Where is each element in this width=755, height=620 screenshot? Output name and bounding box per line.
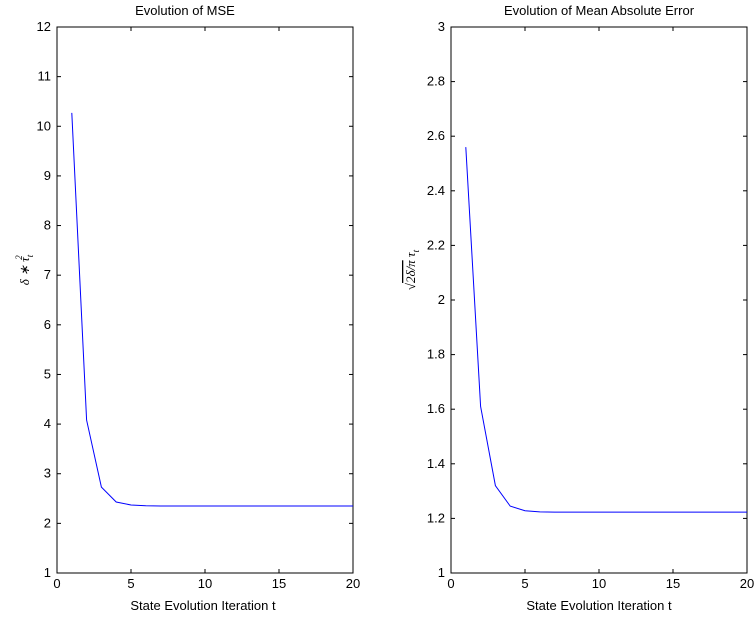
mae-y-tick-label: 1.2	[427, 510, 445, 525]
mae-plot-frame	[450, 26, 748, 574]
mae-y-tick-label: 1.8	[427, 347, 445, 362]
mse-y-tick-label: 12	[37, 19, 51, 34]
mse-chart: Evolution of MSE State Evolution Iterati…	[14, 3, 360, 613]
mae-x-axis-label: State Evolution Iteration t	[526, 598, 672, 613]
mae-x-tick-label: 10	[592, 576, 606, 591]
mae-y-tick-label: 2	[438, 292, 445, 307]
mae-y-tick-label: 3	[438, 19, 445, 34]
mse-y-tick-label: 8	[44, 218, 51, 233]
mse-y-axis-label: δ ∗ τt2	[14, 254, 35, 285]
mse-y-tick-label: 11	[38, 69, 52, 84]
mse-y-tick-label: 10	[37, 118, 51, 133]
mae-x-tick-label: 20	[740, 576, 754, 591]
mse-x-tick-label: 5	[127, 576, 134, 591]
mae-series-line	[465, 147, 747, 513]
mse-plot-frame	[56, 26, 354, 574]
svg-text:δ ∗ τt2: δ ∗ τt2	[14, 254, 35, 285]
mse-series-line	[71, 112, 353, 507]
mse-y-tick-label: 2	[44, 515, 51, 530]
mse-y-tick-label: 4	[44, 416, 51, 431]
mae-y-tick-label: 2.8	[427, 74, 445, 89]
mae-y-tick-label: 2.2	[427, 237, 445, 252]
mae-y-tick-label: 1.6	[427, 401, 445, 416]
mse-y-tick-label: 7	[44, 267, 51, 282]
mse-x-tick-label: 15	[272, 576, 286, 591]
mse-x-tick-label: 0	[53, 576, 60, 591]
mae-y-axis-label: √2δ/π τt	[403, 249, 421, 290]
mse-y-tick-label: 3	[44, 466, 51, 481]
svg-text:√2δ/π τt: √2δ/π τt	[403, 249, 421, 290]
mae-y-tick-label: 2.4	[427, 183, 445, 198]
mae-chart-title: Evolution of Mean Absolute Error	[504, 3, 695, 18]
mae-chart: Evolution of Mean Absolute Error State E…	[403, 3, 754, 613]
mse-y-tick-label: 1	[44, 565, 51, 580]
mse-chart-title: Evolution of MSE	[135, 3, 235, 18]
mae-y-tick-label: 1	[438, 565, 445, 580]
mse-y-tick-label: 9	[44, 168, 51, 183]
mae-x-tick-label: 15	[666, 576, 680, 591]
mae-x-tick-label: 0	[447, 576, 454, 591]
mse-y-tick-label: 5	[44, 366, 51, 381]
mae-x-tick-label: 5	[521, 576, 528, 591]
mse-x-tick-label: 20	[346, 576, 360, 591]
mse-y-tick-label: 6	[44, 317, 51, 332]
mae-y-tick-label: 2.6	[427, 128, 445, 143]
mae-y-tick-label: 1.4	[427, 456, 445, 471]
mse-x-tick-label: 10	[198, 576, 212, 591]
mse-x-axis-label: State Evolution Iteration t	[130, 598, 276, 613]
